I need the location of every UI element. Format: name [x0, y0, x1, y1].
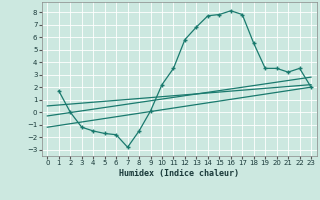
X-axis label: Humidex (Indice chaleur): Humidex (Indice chaleur) — [119, 169, 239, 178]
